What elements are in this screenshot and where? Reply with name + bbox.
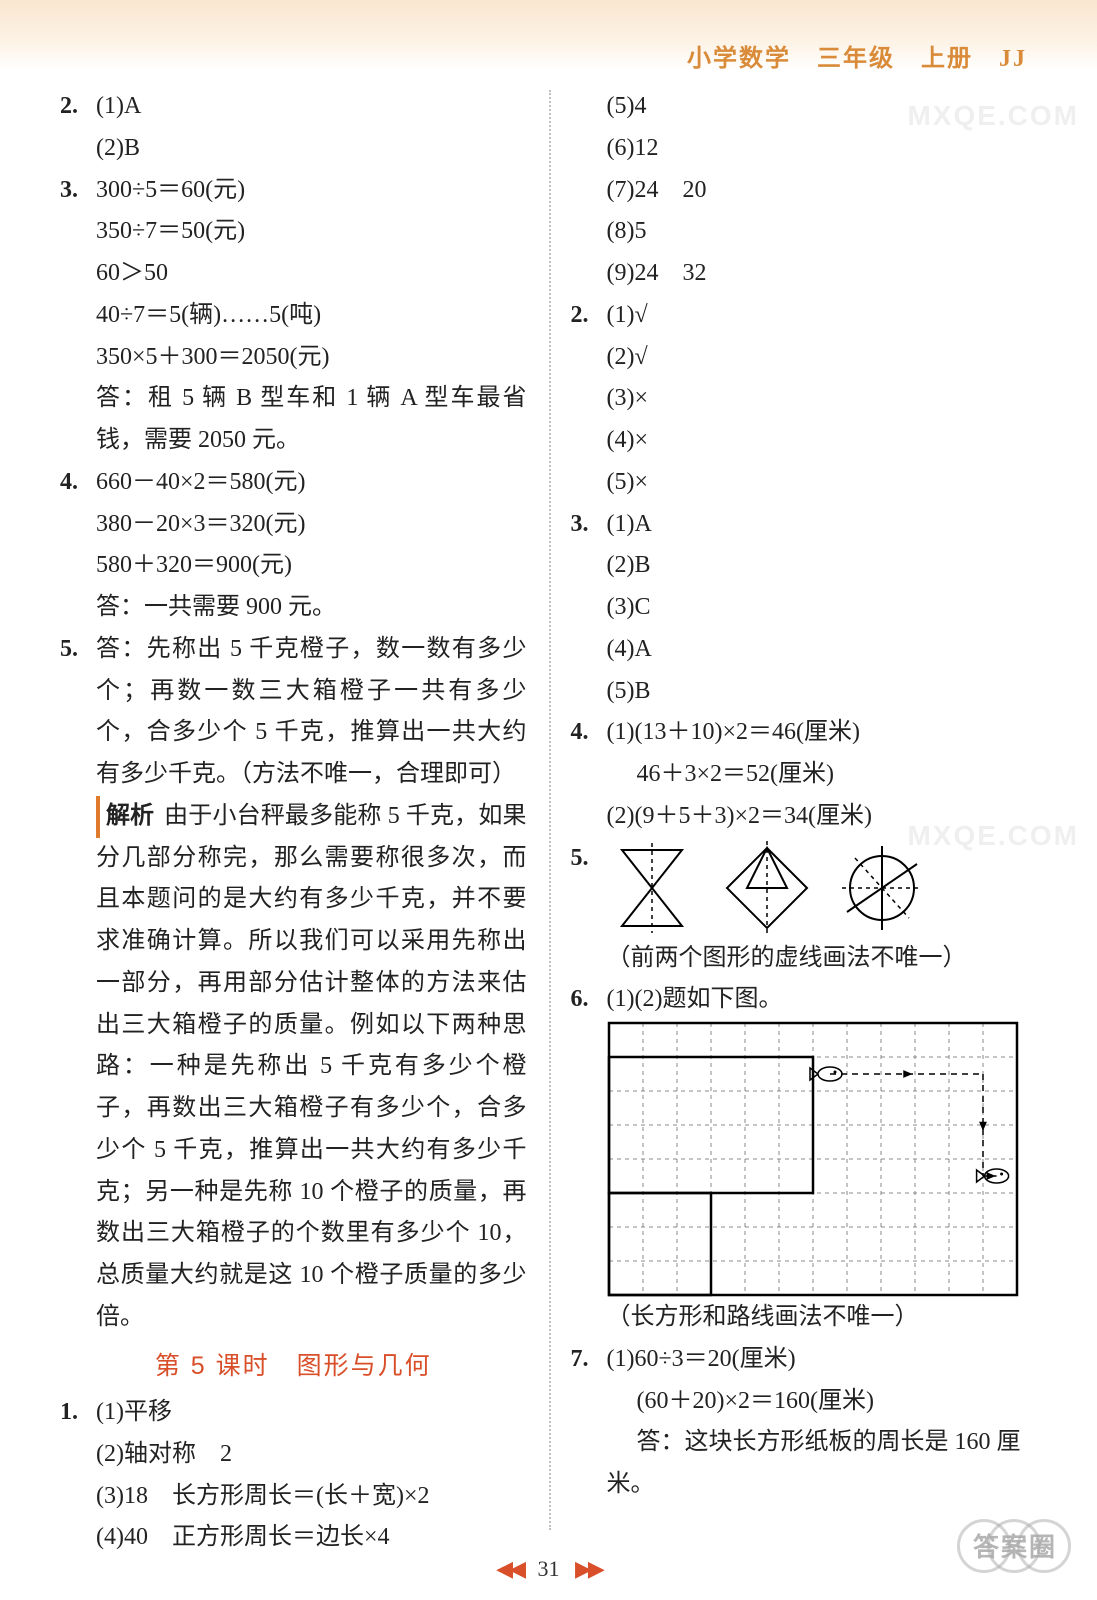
r-q7: 7. (1)60÷3＝20(厘米) <box>571 1339 1038 1381</box>
right-column: (5)4 (6)12 (7)24 20 (8)5 (9)24 32 2. (1)… <box>549 86 1038 1540</box>
q1-cont: (8)5 <box>571 211 1038 253</box>
r-q2-line: (3)× <box>571 378 1038 420</box>
q4-answer: 答：一共需要 900 元。 <box>60 587 527 629</box>
q5-figure <box>607 838 1038 938</box>
q2: 2. (1)A <box>60 86 527 128</box>
q-num: 3. <box>571 504 607 546</box>
q-body: (1)平移 <box>96 1392 527 1434</box>
q-body: 660－40×2＝580(元) <box>96 462 527 504</box>
r-q4-line: 46＋3×2＝52(厘米) <box>571 754 1038 796</box>
q3-line: 60＞50 <box>60 253 527 295</box>
q4-line: 380－20×3＝320(元) <box>60 504 527 546</box>
q1-cont: (6)12 <box>571 128 1038 170</box>
q4-line: 580＋320＝900(元) <box>60 545 527 587</box>
q1-cont: (9)24 32 <box>571 253 1038 295</box>
q-num: 2. <box>571 295 607 337</box>
content-columns: 2. (1)A (2)B 3. 300÷5＝60(元) 350÷7＝50(元) … <box>60 86 1037 1540</box>
r-q7-line: 答：这块长方形纸板的周长是 160 厘米。 <box>571 1422 1038 1506</box>
q1b-line: (3)18 长方形周长＝(长＋宽)×2 <box>60 1476 527 1518</box>
q-num: 4. <box>60 462 96 504</box>
q5-answer: 答：先称出 5 千克橙子，数一数有多少个；再数一数三大箱橙子一共有多少个，合多少… <box>96 629 527 796</box>
r-q7-line: (60＋20)×2＝160(厘米) <box>571 1381 1038 1423</box>
q-body: (1)A <box>96 86 527 128</box>
r-q2-line: (2)√ <box>571 337 1038 379</box>
page-number: 31 <box>538 1556 560 1581</box>
q4: 4. 660－40×2＝580(元) <box>60 462 527 504</box>
q1b: 1. (1)平移 <box>60 1392 527 1434</box>
r-q3-line: (2)B <box>571 545 1038 587</box>
r-q3-line: (4)A <box>571 629 1038 671</box>
q-body: 300÷5＝60(元) <box>96 170 527 212</box>
q1-cont: (5)4 <box>571 86 1038 128</box>
q3-line: 350÷7＝50(元) <box>60 211 527 253</box>
footer-left-icon: ◀◀ <box>496 1556 522 1581</box>
q1b-line: (2)轴对称 2 <box>60 1434 527 1476</box>
r-q2: 2. (1)√ <box>571 295 1038 337</box>
q-num: 2. <box>60 86 96 128</box>
q5-caption: （前两个图形的虚线画法不唯一） <box>571 938 1038 980</box>
left-column: 2. (1)A (2)B 3. 300÷5＝60(元) 350÷7＝50(元) … <box>60 86 549 1540</box>
r-q3-line: (3)C <box>571 587 1038 629</box>
q1-cont: (7)24 20 <box>571 170 1038 212</box>
q-num: 1. <box>60 1392 96 1434</box>
stamp: 答案圈 <box>955 1513 1075 1578</box>
q3-line: 350×5＋300＝2050(元) <box>60 337 527 379</box>
q-body: (1)60÷3＝20(厘米) <box>607 1339 1038 1381</box>
q-num: 3. <box>60 170 96 212</box>
page-footer: ◀◀ 31 ▶▶ <box>0 1556 1097 1582</box>
section-title: 第 5 课时 图形与几何 <box>60 1345 527 1389</box>
footer-right-icon: ▶▶ <box>575 1556 601 1581</box>
r-q2-line: (4)× <box>571 420 1038 462</box>
r-q3: 3. (1)A <box>571 504 1038 546</box>
q-num: 6. <box>571 979 607 1021</box>
r-q4-line: (2)(9＋5＋3)×2＝34(厘米) <box>571 796 1038 838</box>
q5-analysis: 解析由于小台秤最多能称 5 千克，如果分几部分称完，那么需要称很多次，而且本题问… <box>60 796 527 1339</box>
q-num: 7. <box>571 1339 607 1381</box>
analysis-tag: 解析 <box>96 796 160 838</box>
r-q3-line: (5)B <box>571 671 1038 713</box>
q-num: 4. <box>571 712 607 754</box>
q3-line: 40÷7＝5(辆)……5(吨) <box>60 295 527 337</box>
header-subject: 小学数学 三年级 上册 JJ <box>687 38 1027 73</box>
r-q4: 4. (1)(13＋10)×2＝46(厘米) <box>571 712 1038 754</box>
q3-answer: 答：租 5 辆 B 型车和 1 辆 A 型车最省钱，需要 2050 元。 <box>60 378 527 462</box>
q6-head: (1)(2)题如下图。 <box>607 979 1038 1021</box>
q6-caption: （长方形和路线画法不唯一） <box>571 1297 1038 1339</box>
r-q5: 5. <box>571 838 1038 938</box>
q5: 5. 答：先称出 5 千克橙子，数一数有多少个；再数一数三大箱橙子一共有多少个，… <box>60 629 527 796</box>
q-body: (1)A <box>607 504 1038 546</box>
q-body: (1)(13＋10)×2＝46(厘米) <box>607 712 1038 754</box>
r-q6: 6. (1)(2)题如下图。 <box>571 979 1038 1021</box>
analysis-text: 由于小台秤最多能称 5 千克，如果分几部分称完，那么需要称很多次，而且本题问的是… <box>96 803 527 1330</box>
q-body: (1)√ <box>607 295 1038 337</box>
q1b-line: (4)40 正方形周长＝边长×4 <box>60 1517 527 1559</box>
q-num: 5. <box>571 838 607 880</box>
q2-line: (2)B <box>60 128 527 170</box>
q-num: 5. <box>60 629 96 671</box>
q3: 3. 300÷5＝60(元) <box>60 170 527 212</box>
q6-figure <box>571 1021 1038 1297</box>
r-q2-line: (5)× <box>571 462 1038 504</box>
